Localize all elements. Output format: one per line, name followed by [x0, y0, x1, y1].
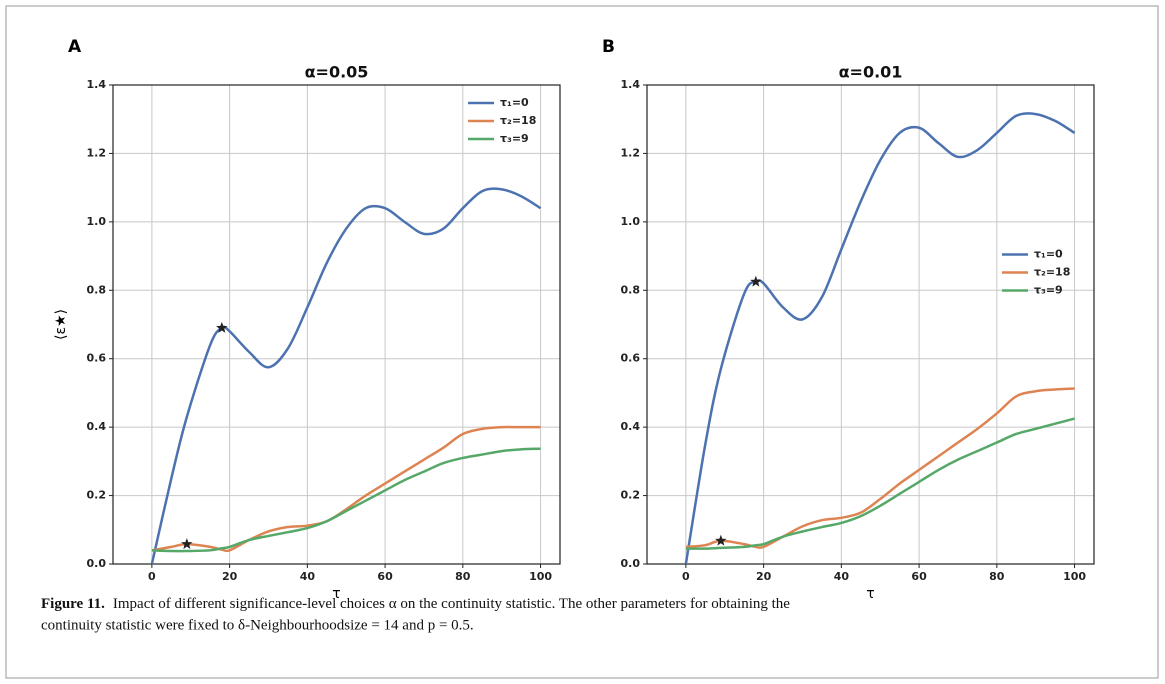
x-tick-label: 60	[377, 570, 393, 583]
x-tick-label: 20	[222, 570, 238, 583]
y-tick-label: 1.2	[621, 146, 641, 159]
x-tick-label: 20	[756, 570, 772, 583]
star-marker	[181, 538, 193, 550]
y-tick-label: 0.8	[87, 283, 107, 296]
y-tick-label: 0.0	[621, 557, 641, 570]
legend-label: τ₂=18	[1034, 266, 1070, 279]
legend-label: τ₃=9	[500, 132, 529, 145]
x-tick-label: 40	[834, 570, 850, 583]
chart-title: α=0.05	[305, 63, 369, 82]
y-tick-label: 1.4	[621, 78, 641, 91]
y-tick-label: 0.0	[87, 557, 107, 570]
plot-frame	[112, 84, 561, 565]
line-series	[685, 387, 1075, 550]
y-tick-label: 0.8	[621, 283, 641, 296]
plot-frame	[646, 84, 1095, 565]
line-series	[151, 447, 541, 553]
x-tick-label: 100	[529, 570, 552, 583]
x-tick-label: 80	[455, 570, 471, 583]
x-tick-label: 60	[911, 570, 927, 583]
x-tick-label: 80	[989, 570, 1005, 583]
y-tick-label: 0.6	[621, 352, 641, 365]
y-tick-label: 0.4	[621, 420, 641, 433]
line-series	[685, 417, 1075, 550]
x-axis-label: τ	[332, 586, 340, 602]
line-series	[150, 187, 542, 565]
star-marker	[216, 321, 228, 333]
star-marker	[715, 534, 727, 546]
legend-label: τ₃=9	[1034, 284, 1063, 297]
panel-label: B	[602, 37, 615, 57]
y-tick-label: 1.0	[621, 215, 641, 228]
caption-line2: continuity statistic were fixed to δ-Nei…	[41, 617, 474, 633]
chart-title: α=0.01	[839, 63, 903, 82]
x-tick-label: 0	[148, 570, 156, 583]
caption-text: Impact of different significance-level c…	[113, 596, 790, 612]
y-tick-label: 0.2	[87, 489, 107, 502]
legend-label: τ₂=18	[500, 114, 536, 127]
y-tick-label: 0.4	[87, 420, 107, 433]
figure-border	[5, 5, 1159, 679]
panel-label: A	[68, 37, 82, 57]
legend-label: τ₁=0	[500, 96, 529, 109]
x-tick-label: 100	[1063, 570, 1086, 583]
star-marker	[750, 275, 762, 287]
y-tick-label: 0.6	[87, 352, 107, 365]
y-axis-label: ⟨ε★⟩	[53, 309, 69, 340]
caption-label: Figure 11.	[41, 596, 105, 612]
line-series	[684, 112, 1076, 565]
y-tick-label: 0.2	[621, 489, 641, 502]
x-tick-label: 40	[300, 570, 316, 583]
y-tick-label: 1.4	[87, 78, 107, 91]
y-tick-label: 1.0	[87, 215, 107, 228]
legend-label: τ₁=0	[1034, 248, 1063, 261]
line-series	[151, 425, 541, 553]
caption-line1: Figure 11. Impact of different significan…	[41, 596, 790, 612]
x-tick-label: 0	[682, 570, 690, 583]
y-tick-label: 1.2	[87, 146, 107, 159]
x-axis-label: τ	[866, 586, 874, 602]
